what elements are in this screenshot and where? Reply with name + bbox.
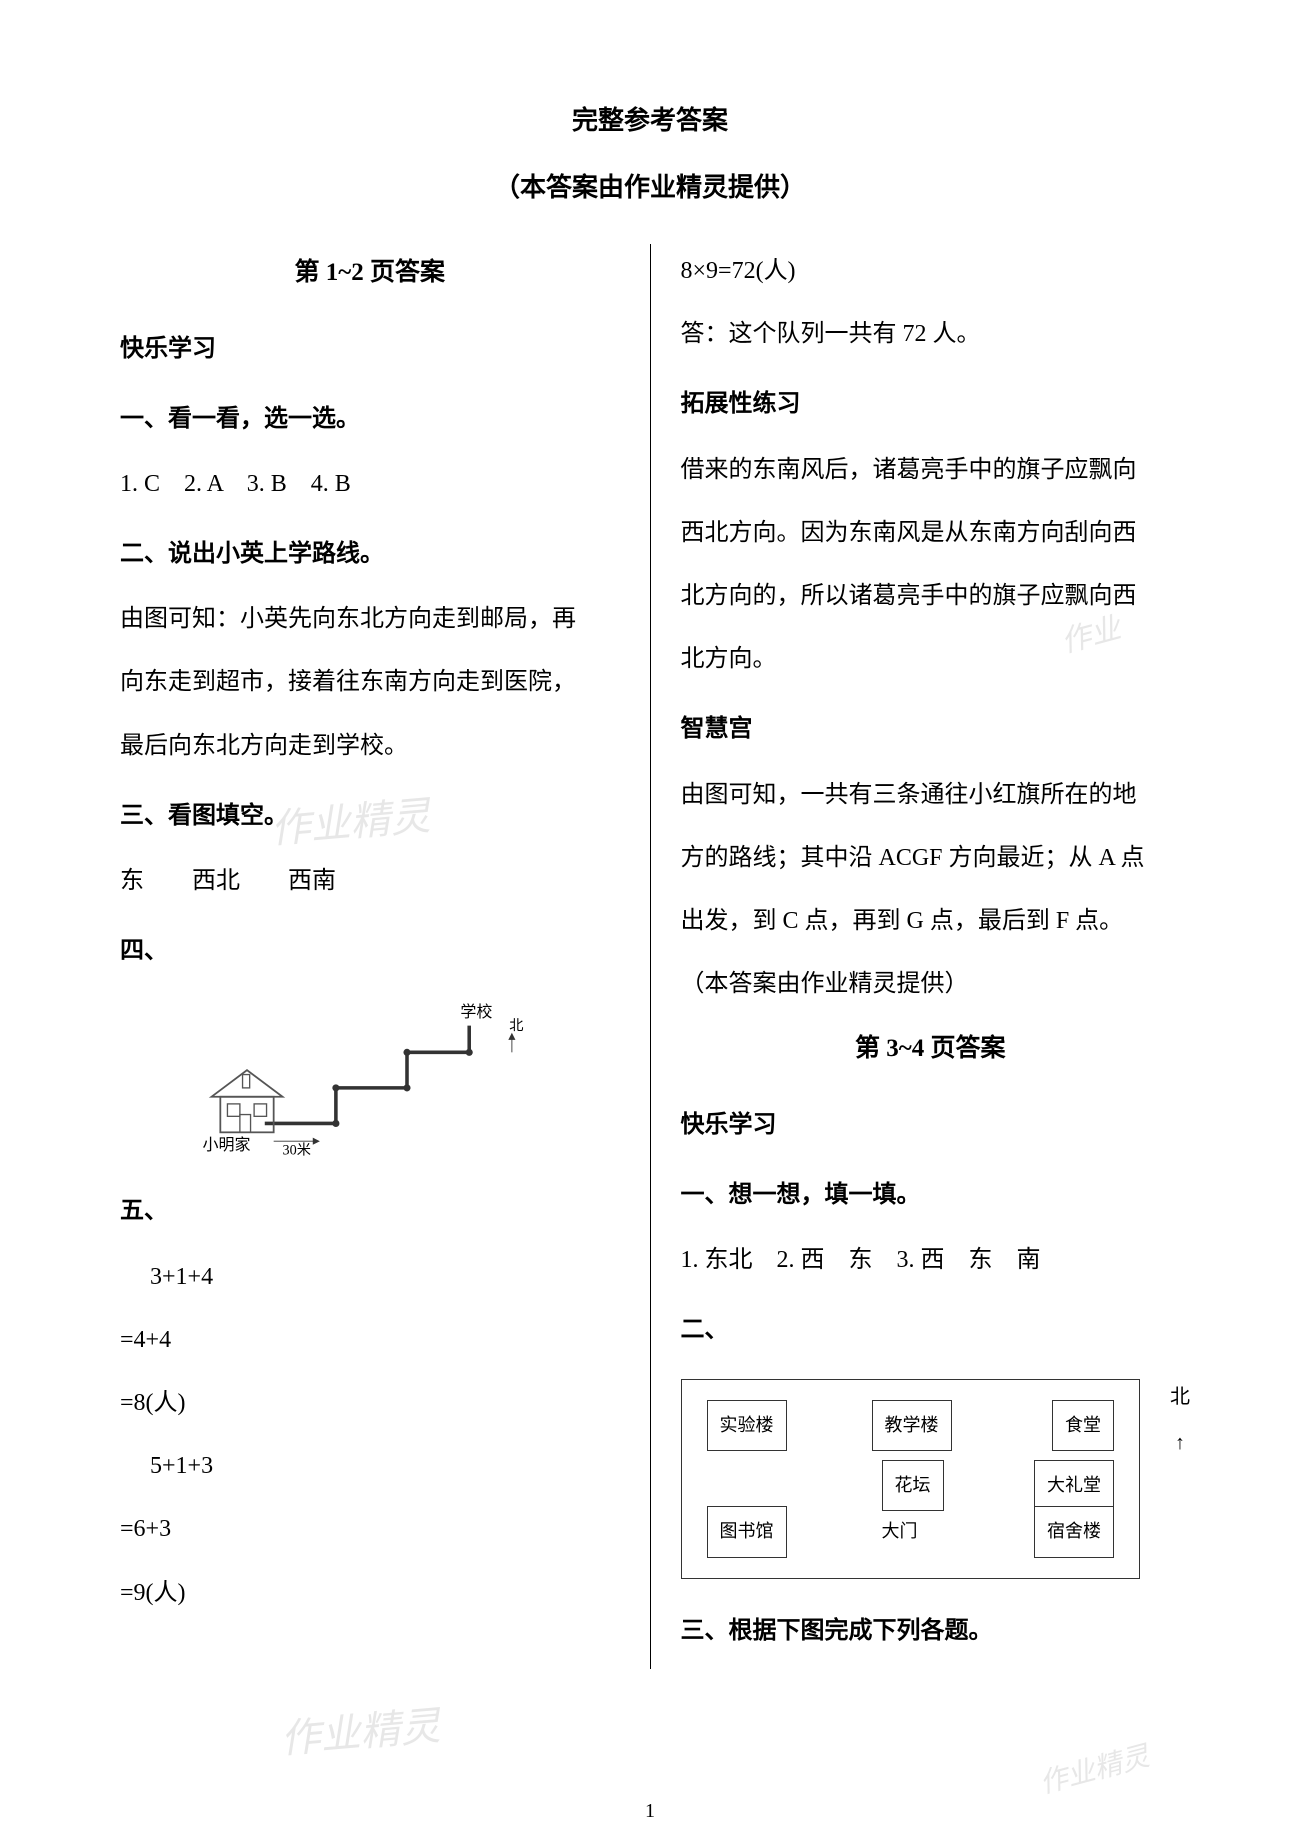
calc2-3: =9(人): [120, 1566, 620, 1621]
room-dorm: 宿舍楼: [1034, 1506, 1114, 1557]
page-heading-right: 第 3~4 页答案: [681, 1020, 1181, 1078]
ext-3: 北方向的，所以诸葛亮手中的旗子应飘向西: [681, 569, 1181, 624]
calc2-1: 5+1+3: [150, 1439, 620, 1494]
room-teaching: 教学楼: [872, 1400, 952, 1451]
q5-heading: 五、: [120, 1184, 620, 1239]
house-window-1: [227, 1104, 239, 1116]
q1-heading: 一、看一看，选一选。: [120, 392, 620, 447]
happy2-label: 快乐学习: [681, 1098, 1181, 1153]
house-window-2: [254, 1104, 266, 1116]
happy-study-label: 快乐学习: [120, 322, 620, 377]
route-dot-5: [466, 1049, 473, 1056]
route-path: [265, 1026, 469, 1124]
sub-title: （本答案由作业精灵提供）: [120, 167, 1180, 204]
north-arrow-icon: ↑: [1175, 1432, 1185, 1454]
page-number: 1: [645, 1800, 655, 1823]
q2-line1: 由图可知：小英先向东北方向走到邮局，再: [120, 592, 620, 647]
calc2-2: =6+3: [120, 1502, 620, 1557]
page-header: 完整参考答案 （本答案由作业精灵提供）: [120, 100, 1180, 204]
ext-2: 西北方向。因为东南风是从东南方向刮向西: [681, 506, 1181, 561]
room-lab: 实验楼: [707, 1400, 787, 1451]
campus-layout: 北 ↑ 实验楼 教学楼 食堂 花坛 大礼堂 图书馆 大门 宿舍楼: [681, 1369, 1156, 1589]
rq2-heading: 二、: [681, 1303, 1181, 1358]
wis-note: （本答案由作业精灵提供）: [681, 957, 1181, 1012]
route-dot-1: [332, 1120, 339, 1127]
calc1-1: 3+1+4: [150, 1250, 620, 1305]
room-gate: 大门: [882, 1511, 918, 1552]
room-canteen: 食堂: [1052, 1400, 1114, 1451]
distance-label: 30米: [283, 1142, 311, 1159]
q2-line3: 最后向东北方向走到学校。: [120, 719, 620, 774]
distance-arrow-head: [313, 1138, 320, 1145]
page-heading-left: 第 1~2 页答案: [120, 244, 620, 302]
ext-1: 借来的东南风后，诸葛亮手中的旗子应飘向: [681, 443, 1181, 498]
watermark-3: 作业精灵: [278, 1693, 442, 1765]
wis-2: 方的路线；其中沿 ACGF 方向最近；从 A 点: [681, 831, 1181, 886]
calc1-3: =8(人): [120, 1376, 620, 1431]
room-hall: 大礼堂: [1034, 1460, 1114, 1511]
layout-outer-box: 实验楼 教学楼 食堂 花坛 大礼堂 图书馆 大门 宿舍楼: [681, 1379, 1141, 1579]
rq1-heading: 一、想一想，填一填。: [681, 1168, 1181, 1223]
q3-answers: 东 西北 西南: [120, 854, 620, 909]
calc1-2: =4+4: [120, 1313, 620, 1368]
house-chimney: [243, 1075, 250, 1088]
north-char-2: 北: [1170, 1386, 1190, 1408]
room-flower: 花坛: [882, 1460, 944, 1511]
house-svg: 学校 北 小明家 30米: [130, 999, 560, 1159]
north-char: 北: [509, 1017, 523, 1034]
wis-3: 出发，到 C 点，再到 G 点，最后到 F 点。: [681, 894, 1181, 949]
route-dot-4: [403, 1049, 410, 1056]
q2-heading: 二、说出小英上学路线。: [120, 527, 620, 582]
main-title: 完整参考答案: [120, 100, 1180, 137]
ext-heading: 拓展性练习: [681, 377, 1181, 432]
right-column: 8×9=72(人) 答：这个队列一共有 72 人。 拓展性练习 借来的东南风后，…: [681, 244, 1181, 1669]
q1-answers: 1. C 2. A 3. B 4. B: [120, 457, 620, 512]
route-dot-3: [403, 1085, 410, 1092]
ext-4: 北方向。: [681, 632, 1181, 687]
wisdom-heading: 智慧宫: [681, 702, 1181, 757]
route-dot-2: [332, 1085, 339, 1092]
rcalc-1: 8×9=72(人): [681, 244, 1181, 299]
school-label: 学校: [460, 1003, 492, 1021]
q4-heading: 四、: [120, 924, 620, 979]
north-indicator: 北 ↑: [1170, 1374, 1190, 1466]
house-label: 小明家: [203, 1136, 251, 1154]
q3-heading: 三、看图填空。: [120, 789, 620, 844]
rq3-heading: 三、根据下图完成下列各题。: [681, 1604, 1181, 1659]
content-wrapper: 第 1~2 页答案 快乐学习 一、看一看，选一选。 1. C 2. A 3. B…: [120, 244, 1180, 1669]
column-divider: [650, 244, 651, 1669]
house-door: [240, 1115, 251, 1133]
house-diagram: 学校 北 小明家 30米: [120, 989, 570, 1169]
q2-line2: 向东走到超市，接着往东南方向走到医院，: [120, 655, 620, 710]
room-library: 图书馆: [707, 1506, 787, 1557]
rcalc-ans: 答：这个队列一共有 72 人。: [681, 307, 1181, 362]
rq1-ans: 1. 东北 2. 西 东 3. 西 东 南: [681, 1233, 1181, 1288]
left-column: 第 1~2 页答案 快乐学习 一、看一看，选一选。 1. C 2. A 3. B…: [120, 244, 620, 1669]
wis-1: 由图可知，一共有三条通往小红旗所在的地: [681, 768, 1181, 823]
watermark-4: 作业精灵: [1035, 1734, 1154, 1802]
